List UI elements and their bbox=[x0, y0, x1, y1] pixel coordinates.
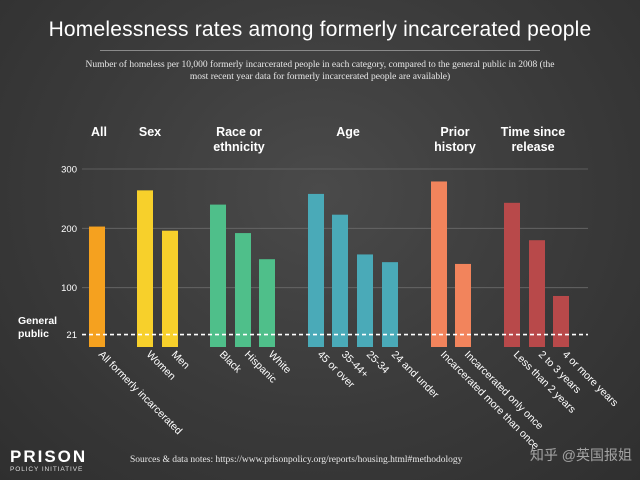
group-label-prior-history: Prior history bbox=[434, 125, 476, 154]
bar-incarcerated-more-than-once bbox=[431, 181, 447, 347]
group-label-all: All bbox=[91, 125, 107, 139]
y-tick-label-200: 200 bbox=[61, 224, 77, 235]
bar-2-to-3-years bbox=[529, 240, 545, 347]
bar-4-or-more-years bbox=[553, 295, 569, 347]
group-label-time-since-release: Time since release bbox=[500, 125, 566, 154]
y-tick-label-21: 21 bbox=[66, 330, 77, 341]
group-label-race: Race or ethnicity bbox=[213, 125, 265, 154]
title-divider bbox=[100, 50, 540, 51]
x-tick-label: 24 and under bbox=[389, 349, 442, 402]
bar-35-44- bbox=[332, 214, 348, 347]
bar-45-or-over bbox=[308, 193, 324, 347]
bar-25-34 bbox=[357, 254, 373, 347]
bar-men bbox=[162, 230, 178, 347]
bar-white bbox=[259, 259, 275, 347]
bar-hispanic bbox=[235, 233, 251, 347]
subtitle: Number of homeless per 10,000 formerly i… bbox=[85, 60, 555, 82]
bar-less-than-2-years bbox=[504, 202, 520, 347]
page-title: Homelessness rates among formerly incarc… bbox=[48, 18, 592, 41]
logo-subtitle: POLICY INITIATIVE bbox=[10, 466, 84, 473]
y-tick-label-100: 100 bbox=[61, 283, 77, 294]
general-public-label: General public bbox=[18, 315, 58, 340]
bar-black bbox=[210, 204, 226, 347]
watermark: 知乎 @英国报姐 bbox=[529, 447, 632, 463]
bar-all-formerly-incarcerated bbox=[89, 226, 105, 347]
bar-24-and-under bbox=[382, 262, 398, 347]
prison-policy-logo[interactable]: PRISON POLICY INITIATIVE bbox=[10, 447, 88, 474]
bar-women bbox=[137, 190, 153, 347]
y-tick-label-300: 300 bbox=[61, 165, 77, 176]
sources-note: Sources & data notes: https://www.prison… bbox=[130, 455, 463, 465]
group-label-age: Age bbox=[336, 125, 360, 139]
logo-name: PRISON bbox=[10, 447, 88, 466]
x-tick-label: Black bbox=[217, 349, 244, 376]
x-tick-label: All formerly incarcerated bbox=[96, 349, 185, 438]
group-label-sex: Sex bbox=[138, 125, 162, 139]
bar-incarcerated-only-once bbox=[455, 263, 471, 347]
